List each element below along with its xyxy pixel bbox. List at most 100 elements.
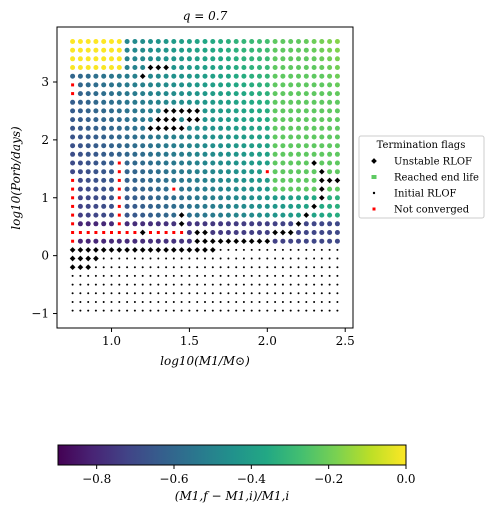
data-point-reached-end xyxy=(225,203,231,209)
data-point-initial-rlof xyxy=(313,309,316,312)
data-point-reached-end xyxy=(210,203,216,209)
data-point-initial-rlof xyxy=(242,292,245,295)
data-point-reached-end xyxy=(148,186,153,192)
data-point-initial-rlof xyxy=(172,274,175,277)
data-point-reached-end xyxy=(171,151,177,157)
data-point-reached-end xyxy=(249,99,255,105)
data-point-reached-end xyxy=(264,160,270,166)
data-point-reached-end xyxy=(327,195,333,201)
data-point-reached-end xyxy=(109,73,114,79)
data-point-reached-end xyxy=(264,221,270,227)
data-point-reached-end xyxy=(109,39,114,44)
data-point-initial-rlof xyxy=(204,301,206,303)
data-point-reached-end xyxy=(225,47,231,53)
data-point-reached-end xyxy=(264,203,270,209)
data-point-reached-end xyxy=(257,230,262,235)
data-point-reached-end xyxy=(257,56,262,62)
data-point-unstable-rlof xyxy=(326,177,333,184)
data-point-reached-end xyxy=(218,195,224,201)
data-point-initial-rlof xyxy=(250,292,253,295)
data-point-initial-rlof xyxy=(274,283,277,286)
data-point-reached-end xyxy=(179,203,185,209)
data-point-reached-end xyxy=(109,56,114,62)
data-point-reached-end xyxy=(202,91,208,97)
data-point-unstable-rlof xyxy=(209,238,216,245)
data-point-reached-end xyxy=(210,99,216,105)
data-point-initial-rlof xyxy=(313,257,316,260)
legend-entries: Unstable RLOF Reached end life Initial RLO… xyxy=(371,157,479,216)
data-point-reached-end xyxy=(233,203,239,209)
data-point-initial-rlof xyxy=(336,283,339,286)
data-point-reached-end xyxy=(327,47,333,53)
data-point-reached-end xyxy=(327,99,333,105)
data-point-reached-end xyxy=(272,99,278,105)
data-point-initial-rlof xyxy=(126,301,129,303)
data-point-reached-end xyxy=(288,117,294,123)
data-point-reached-end xyxy=(124,47,130,53)
data-point-initial-rlof xyxy=(118,283,121,286)
data-point-reached-end xyxy=(132,195,138,201)
data-point-initial-rlof xyxy=(227,309,230,312)
data-point-reached-end xyxy=(70,108,76,114)
data-point-initial-rlof xyxy=(102,309,105,312)
data-point-reached-end xyxy=(186,230,192,235)
data-point-reached-end xyxy=(280,65,286,70)
data-point-reached-end xyxy=(85,143,91,149)
data-point-not-converged xyxy=(110,231,113,234)
data-point-initial-rlof xyxy=(336,292,339,295)
data-point-reached-end xyxy=(210,47,216,53)
data-point-reached-end xyxy=(171,169,177,175)
data-point-reached-end xyxy=(179,73,185,79)
data-point-reached-end xyxy=(132,160,138,166)
data-point-initial-rlof xyxy=(172,292,175,295)
data-point-reached-end xyxy=(272,221,278,227)
data-point-not-converged xyxy=(71,83,75,87)
data-point-initial-rlof xyxy=(336,257,339,260)
data-point-not-converged xyxy=(164,231,168,234)
data-point-unstable-rlof xyxy=(116,247,123,253)
data-point-reached-end xyxy=(109,177,114,183)
data-point-reached-end xyxy=(85,47,91,53)
data-point-reached-end xyxy=(186,203,192,209)
data-point-reached-end xyxy=(132,177,138,183)
data-point-reached-end xyxy=(311,47,317,53)
data-point-reached-end xyxy=(140,177,146,183)
data-point-reached-end xyxy=(124,117,130,123)
data-point-not-converged xyxy=(71,213,75,217)
data-point-reached-end xyxy=(334,195,340,201)
data-point-initial-rlof xyxy=(94,309,97,312)
data-point-initial-rlof xyxy=(204,292,206,295)
data-point-reached-end xyxy=(218,65,224,70)
data-point-reached-end xyxy=(296,195,301,201)
data-point-reached-end xyxy=(319,125,325,131)
data-point-initial-rlof xyxy=(281,283,284,286)
colorbar-tick-label: −0.8 xyxy=(82,472,111,486)
data-point-reached-end xyxy=(85,177,91,183)
data-point-reached-end xyxy=(311,221,317,227)
data-point-reached-end xyxy=(85,125,91,131)
data-point-reached-end xyxy=(311,91,317,97)
data-point-reached-end xyxy=(132,203,138,209)
data-point-reached-end xyxy=(272,65,278,70)
data-point-reached-end xyxy=(257,125,262,131)
data-point-initial-rlof xyxy=(219,248,222,251)
data-point-reached-end xyxy=(202,73,208,79)
data-point-reached-end xyxy=(202,169,208,175)
data-point-unstable-rlof xyxy=(295,220,302,227)
data-point-reached-end xyxy=(241,39,247,44)
data-point-reached-end xyxy=(85,134,91,140)
data-point-initial-rlof xyxy=(110,301,113,303)
data-point-reached-end xyxy=(140,47,146,53)
data-point-reached-end xyxy=(264,65,270,70)
data-point-reached-end xyxy=(132,186,138,192)
data-point-initial-rlof xyxy=(110,257,113,260)
data-point-initial-rlof xyxy=(242,274,245,277)
data-point-reached-end xyxy=(225,91,231,97)
data-point-unstable-rlof xyxy=(202,247,208,253)
data-point-reached-end xyxy=(327,186,333,192)
data-point-reached-end xyxy=(311,143,317,149)
y-tick-label: 3 xyxy=(41,75,49,89)
data-point-reached-end xyxy=(319,108,325,114)
data-point-unstable-rlof xyxy=(194,108,201,114)
data-point-not-converged xyxy=(94,231,98,234)
